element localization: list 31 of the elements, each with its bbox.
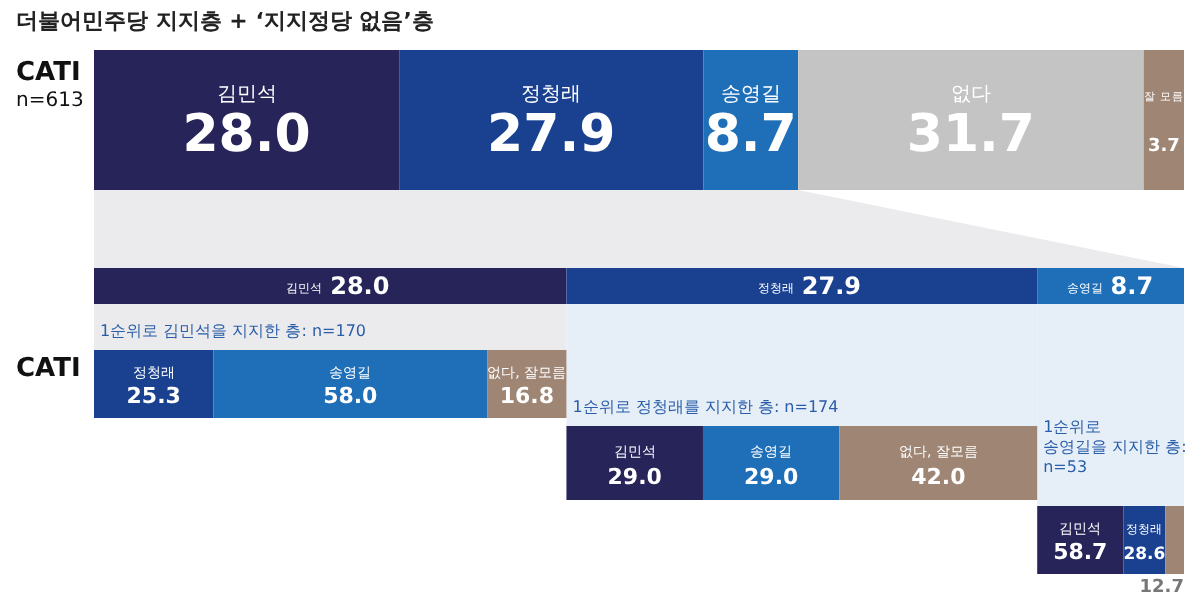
data-label: 42.0 (911, 463, 967, 490)
series-label: 정청래 (521, 84, 582, 107)
data-label: 29.0 (607, 463, 663, 490)
data-label: 8.7 (704, 104, 797, 165)
chart-title: 1순위로 정청래를 지지한 층: n=174 (572, 398, 839, 416)
data-label: 29.0 (744, 463, 800, 490)
bar (1143, 50, 1184, 190)
data-label: 8.7 (1110, 271, 1154, 300)
y-axis-title: CATI (16, 354, 81, 384)
bar (798, 50, 1144, 190)
chart-title: 1순위로 김민석을 지지한 층: n=170 (100, 322, 366, 340)
data-label: 58.7 (1053, 539, 1108, 566)
data-label: 12.7 (1139, 578, 1184, 598)
data-label: 28.0 (330, 271, 390, 300)
data-label: 31.7 (906, 104, 1036, 165)
series-label: 없다 (950, 84, 991, 107)
data-label: 27.9 (487, 104, 616, 165)
chart-title: 1순위로 송영길을 지지한 층: n=53 (1043, 418, 1187, 476)
series-label: 김민석 (216, 84, 277, 107)
data-label: 25.3 (126, 383, 181, 410)
data-label: 58.0 (323, 383, 379, 410)
y-axis-title: CATI n=613 (16, 58, 84, 112)
bar (399, 50, 704, 190)
data-label: 28.0 (182, 104, 311, 165)
chart-title: 더불어민주당 지지층 + ‘지지정당 없음’층 (16, 8, 434, 34)
bar (94, 50, 400, 190)
data-label: 16.8 (499, 383, 554, 410)
data-label: 28.6 (1123, 545, 1166, 566)
data-label: 3.7 (1147, 136, 1180, 157)
series-label: 송영길 (720, 84, 781, 107)
data-label: 27.9 (801, 271, 862, 300)
